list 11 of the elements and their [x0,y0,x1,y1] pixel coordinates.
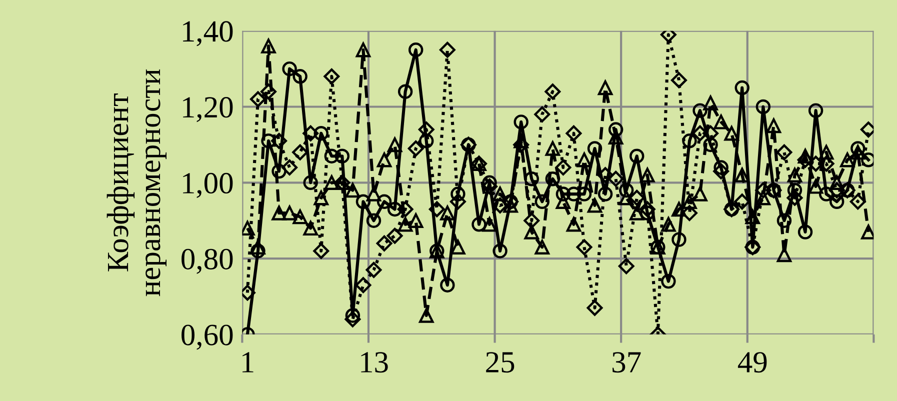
y-tick-label: 0,80 [182,248,233,274]
x-tick-label: 13 [361,352,388,373]
x-tick-label: 1 [242,352,254,372]
y-tick-label: 1,40 [183,21,233,46]
y-axis-title: Коэффициент неравномерности [106,69,166,296]
y-tick-label: 0,60 [182,324,233,350]
y-tick-label: 1,00 [183,172,233,198]
x-tick-label: 37 [612,352,641,373]
x-tick-label: 49 [738,352,767,373]
y-tick-label: 1,20 [183,97,233,122]
x-tick-label: 25 [486,352,514,373]
